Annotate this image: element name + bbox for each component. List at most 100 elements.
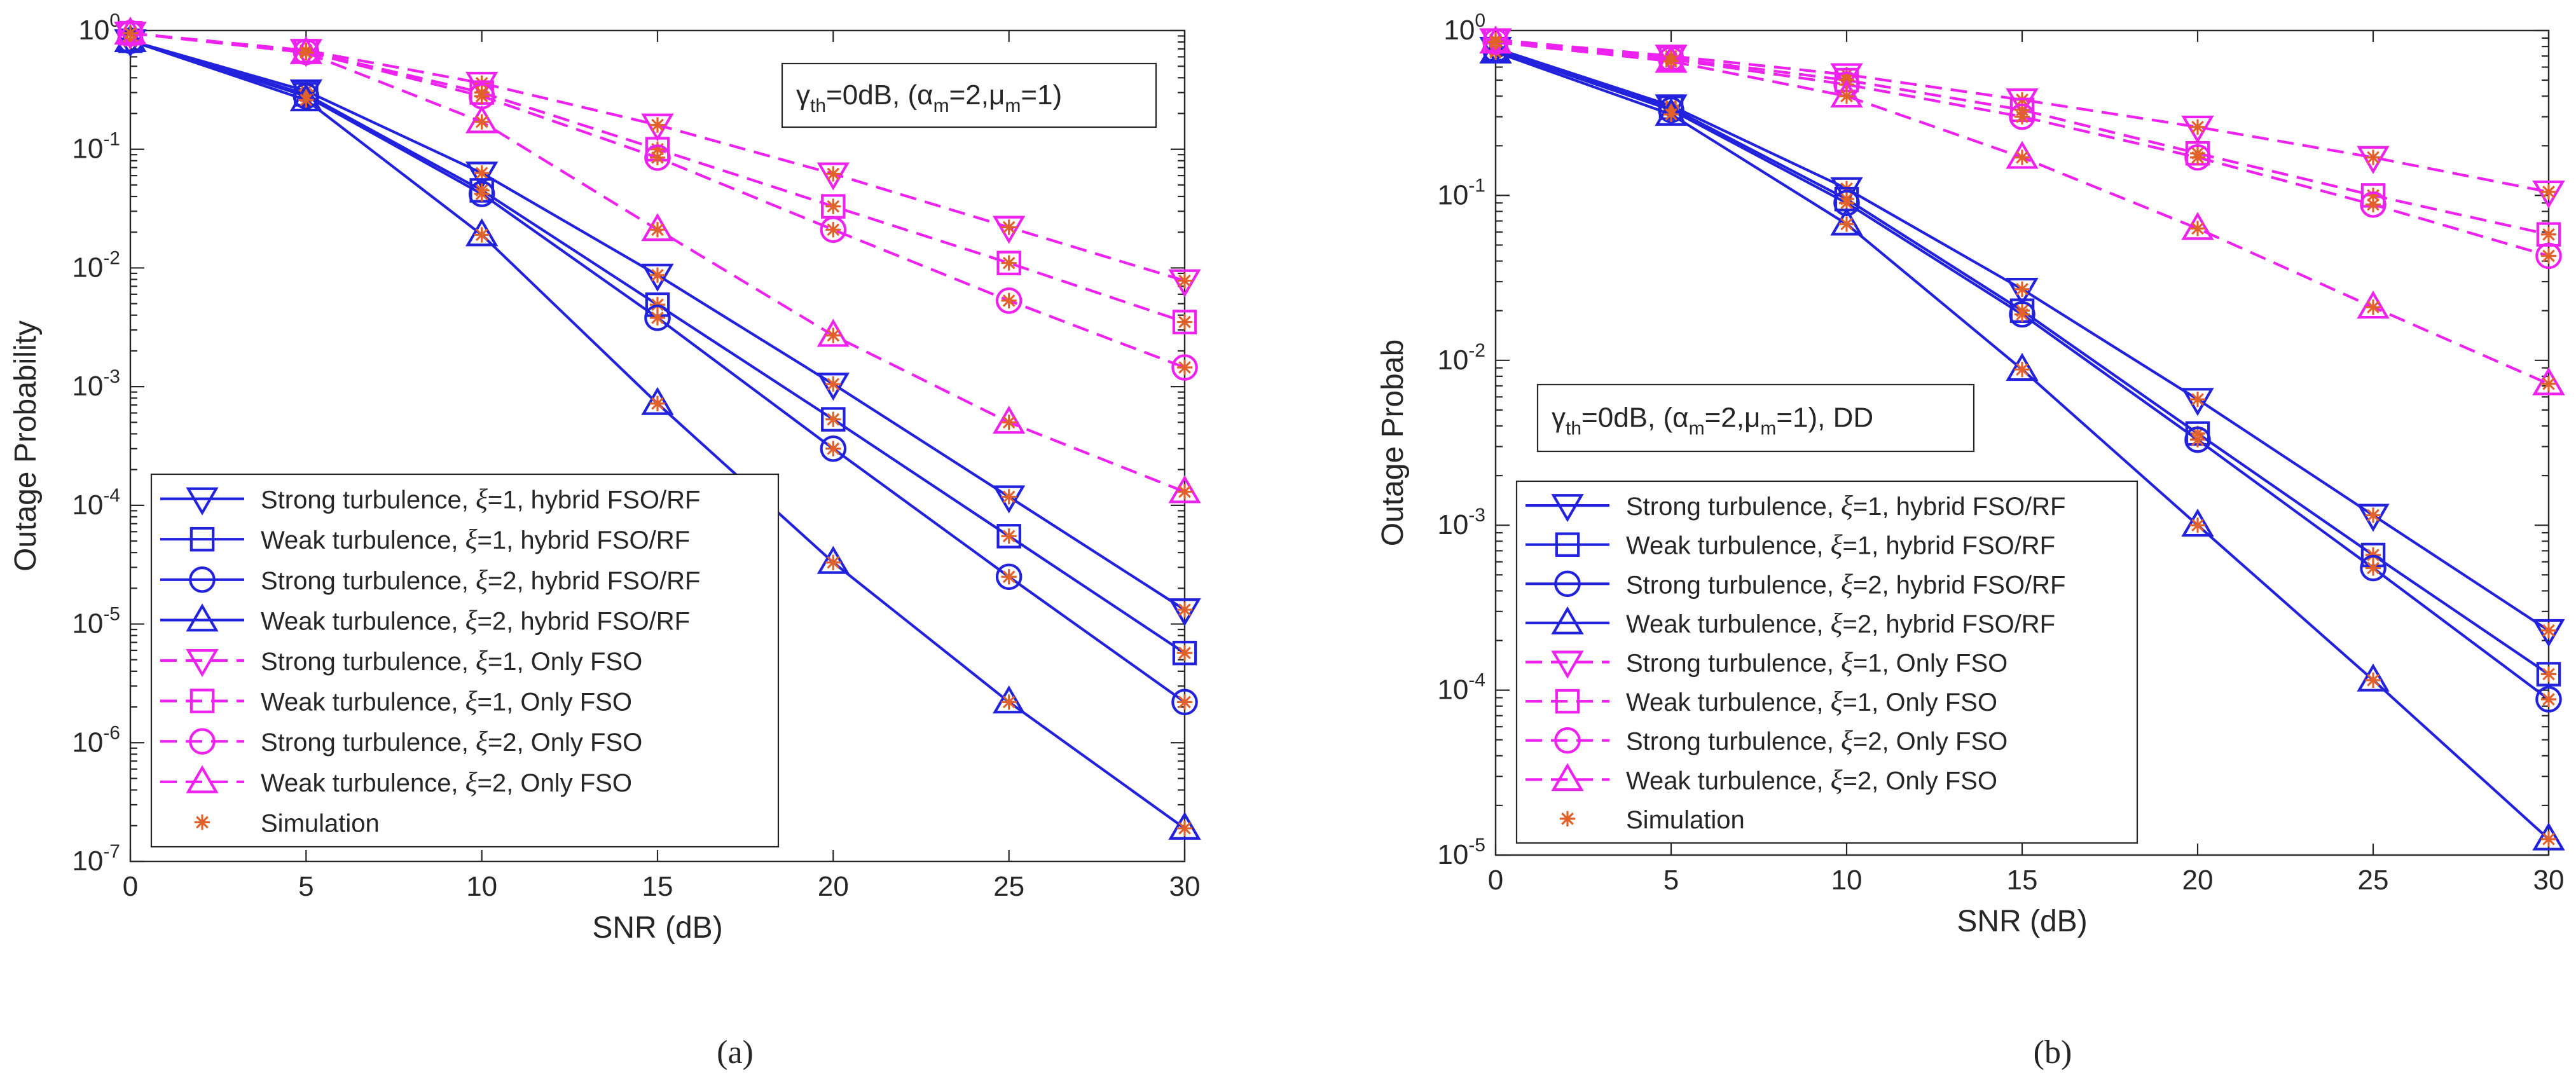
simulation-point [2540,666,2557,682]
simulation-point [1663,106,1679,123]
legend-label-xi: ξ [1841,568,1853,599]
y-tick-base: 10 [72,371,103,402]
legend-label: Weak turbulence, ξ=1, hybrid FSO/RF [261,524,690,555]
data-point [1171,354,1198,381]
legend-item: Weak turbulence, ξ=1, hybrid FSO/RF [1526,530,2055,561]
data-point [2006,277,2039,306]
simulation-point [649,141,666,157]
y-tick-exponent: -5 [103,604,120,625]
data-point [2357,291,2390,319]
legend-item: Weak turbulence, ξ=1, hybrid FSO/RF [160,524,690,555]
simulation-point [2365,560,2381,576]
annotation-box [781,62,1157,128]
data-point [2184,144,2211,171]
data-point [821,407,846,432]
data-point [2532,619,2565,647]
legend-marker [186,487,219,516]
legend-label-text: =2, hybrid FSO/RF [478,607,691,635]
data-point [2181,212,2214,240]
y-tick-exponent: -5 [1468,835,1485,856]
legend-label-text: Strong turbulence, [261,648,476,676]
y-tick-base: 10 [1437,675,1468,706]
legend-label-xi: ξ [476,645,488,676]
legend-marker [189,526,215,552]
y-tick-base: 10 [1437,179,1468,210]
annotation-text-part: =2,μ [949,79,1005,111]
y-tick-exponent: -3 [103,366,120,387]
simulation-point [1001,219,1017,235]
legend-label-text: Weak turbulence, [1626,610,1831,638]
legend-marker [186,765,219,793]
data-point [114,24,147,53]
legend-item: Weak turbulence, ξ=1, Only FSO [160,686,632,717]
y-tick-label: 10-2 [72,247,120,283]
y-tick-base: 10 [72,727,103,758]
x-tick-label: 10 [1831,865,1863,896]
y-tick-label: 10-2 [1437,340,1485,376]
y-tick-label: 10-5 [72,604,120,640]
simulation-point [825,411,841,427]
data-point [2532,822,2565,851]
y-tick-exponent: -2 [103,247,120,268]
data-point [995,563,1023,591]
legend-item-simulation: Simulation [194,809,380,837]
legend-marker [1551,494,1584,523]
legend-label: Strong turbulence, ξ=2, hybrid FSO/RF [1626,568,2065,599]
simulation-point [1001,292,1017,309]
x-tick-label: 30 [2533,865,2565,896]
legend-label-xi: ξ [465,686,478,717]
legend-marker [1554,570,1581,598]
y-tick-exponent: -2 [1468,340,1485,361]
simulation-point [649,395,666,411]
data-point [1168,475,1201,503]
data-point [641,387,674,415]
y-tick-exponent: -1 [103,129,120,150]
simulation-point [2189,221,2206,236]
data-point [1172,640,1197,666]
legend-label-xi: ξ [465,524,478,555]
legend-label-text: Strong turbulence, [1626,728,1841,756]
legend-marker [189,688,215,713]
legend-label-xi: ξ [1831,530,1843,561]
y-tick-label: 100 [78,10,120,46]
x-axis: 0 5 10 15 20 25 30 [1488,31,2565,896]
legend-label: Strong turbulence, ξ=1, hybrid FSO/RF [261,484,700,515]
legend-marker [186,603,219,632]
legend-marker [1559,811,1576,826]
legend-label-xi: ξ [476,484,488,515]
data-point [465,105,499,134]
legend-label: Weak turbulence, ξ=2, hybrid FSO/RF [261,605,690,636]
simulation-point [1487,34,1504,50]
simulation-point [1176,645,1193,661]
data-point [2357,146,2390,174]
simulation-point [1001,489,1017,505]
legend-label: Weak turbulence, ξ=2, Only FSO [261,767,632,798]
legend-label-xi: ξ [1831,608,1843,639]
annotation-box [1536,383,1975,453]
data-point [2006,140,2039,169]
simulation-point [1838,216,1855,232]
simulation-point [2014,281,2030,298]
legend-label-text: Weak turbulence, [1626,688,1831,716]
legend-label-text: =1, hybrid FSO/RF [488,486,701,514]
annotation-text-part: =1) [1021,79,1062,111]
x-tick-label: 25 [993,871,1024,902]
series-8 [114,16,1201,503]
y-axis-label: Outage Probability [9,320,43,572]
legend-label-text: =2, Only FSO [488,729,642,757]
data-point [1172,310,1197,334]
legend-marker [189,728,216,755]
simulation-point [2540,622,2557,638]
y-tick-exponent: 0 [1475,10,1485,31]
legend-label-text: Strong turbulence, [1626,493,1841,521]
y-tick-exponent: -3 [1468,505,1485,526]
series-group [114,16,1201,840]
annotation-text-part: =0dB, (α [826,79,933,111]
legend-item: Strong turbulence, ξ=1, hybrid FSO/RF [1526,490,2066,523]
legend-label: Weak turbulence, ξ=2, Only FSO [1626,764,1997,795]
legend-label-text: =1, hybrid FSO/RF [1853,493,2066,521]
data-point [2360,554,2387,582]
